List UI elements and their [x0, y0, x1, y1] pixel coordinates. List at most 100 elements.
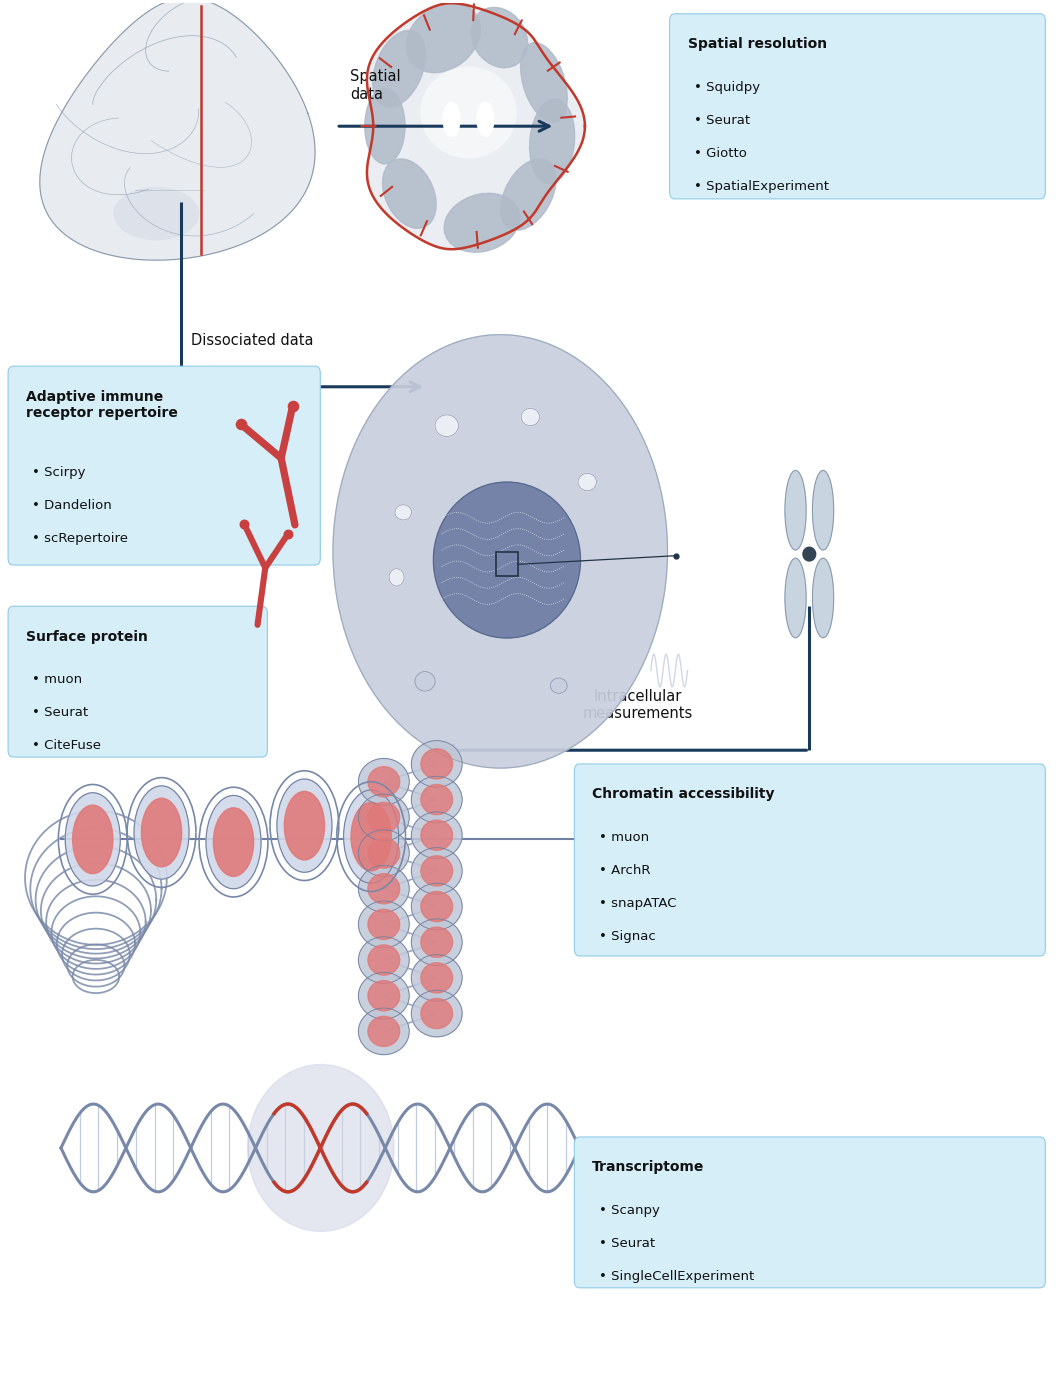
Ellipse shape	[344, 790, 399, 883]
Polygon shape	[367, 3, 585, 249]
Ellipse shape	[412, 954, 462, 1001]
Ellipse shape	[412, 848, 462, 894]
Ellipse shape	[521, 409, 539, 425]
Ellipse shape	[433, 482, 581, 638]
Ellipse shape	[813, 558, 834, 638]
Text: • Scirpy: • Scirpy	[32, 467, 86, 479]
Ellipse shape	[365, 88, 405, 164]
Ellipse shape	[471, 7, 528, 67]
Ellipse shape	[421, 749, 452, 779]
Text: • Seurat: • Seurat	[694, 114, 750, 127]
Ellipse shape	[359, 972, 410, 1019]
Ellipse shape	[72, 806, 113, 873]
FancyBboxPatch shape	[9, 606, 267, 757]
Ellipse shape	[412, 741, 462, 788]
Ellipse shape	[368, 945, 400, 975]
Text: Intracellular
measurements: Intracellular measurements	[583, 688, 693, 722]
Text: • Squidpy: • Squidpy	[694, 81, 760, 94]
Ellipse shape	[443, 102, 460, 136]
FancyBboxPatch shape	[669, 14, 1045, 198]
Ellipse shape	[412, 777, 462, 823]
Text: Dissociated data: Dissociated data	[192, 333, 314, 348]
Ellipse shape	[359, 936, 410, 983]
Ellipse shape	[372, 30, 426, 107]
Ellipse shape	[421, 821, 452, 851]
Text: • muon: • muon	[599, 832, 649, 844]
Text: • Dandelion: • Dandelion	[32, 500, 112, 512]
Ellipse shape	[412, 990, 462, 1037]
Text: • Seurat: • Seurat	[599, 1237, 654, 1250]
Text: • muon: • muon	[32, 673, 83, 686]
Ellipse shape	[412, 812, 462, 858]
Ellipse shape	[359, 865, 410, 912]
Ellipse shape	[368, 909, 400, 939]
Ellipse shape	[383, 158, 436, 229]
Ellipse shape	[520, 43, 567, 123]
Ellipse shape	[421, 927, 452, 957]
Ellipse shape	[359, 795, 410, 841]
Ellipse shape	[550, 677, 567, 693]
Text: • SpatialExperiment: • SpatialExperiment	[694, 179, 829, 193]
Text: Spatial resolution: Spatial resolution	[687, 37, 827, 51]
Ellipse shape	[412, 918, 462, 965]
Text: Surface protein: Surface protein	[26, 629, 148, 643]
Ellipse shape	[444, 193, 519, 252]
Ellipse shape	[421, 891, 452, 921]
Ellipse shape	[406, 3, 480, 73]
Ellipse shape	[785, 471, 807, 549]
FancyBboxPatch shape	[9, 366, 320, 565]
Text: Spatial
data: Spatial data	[350, 69, 400, 102]
Ellipse shape	[395, 505, 412, 521]
Ellipse shape	[368, 839, 400, 868]
Ellipse shape	[368, 803, 400, 833]
Ellipse shape	[351, 803, 392, 870]
Ellipse shape	[530, 99, 575, 183]
Ellipse shape	[284, 792, 325, 859]
Ellipse shape	[813, 471, 834, 549]
Text: • scRepertoire: • scRepertoire	[32, 532, 129, 545]
Ellipse shape	[389, 569, 404, 587]
Ellipse shape	[421, 963, 452, 993]
Ellipse shape	[359, 901, 410, 947]
Ellipse shape	[412, 883, 462, 929]
Ellipse shape	[477, 102, 494, 136]
Bar	[496, 552, 518, 577]
Text: • snapATAC: • snapATAC	[599, 896, 677, 910]
Ellipse shape	[803, 547, 816, 560]
Text: Adaptive immune
receptor repertoire: Adaptive immune receptor repertoire	[26, 390, 178, 420]
Text: • CiteFuse: • CiteFuse	[32, 739, 101, 752]
Ellipse shape	[421, 998, 452, 1029]
Ellipse shape	[435, 414, 459, 437]
Ellipse shape	[421, 67, 516, 158]
Ellipse shape	[359, 1008, 410, 1055]
Ellipse shape	[368, 980, 400, 1011]
Text: • Giotto: • Giotto	[694, 147, 747, 160]
Text: • Seurat: • Seurat	[32, 706, 88, 719]
Ellipse shape	[65, 793, 120, 885]
Ellipse shape	[134, 786, 189, 879]
Ellipse shape	[359, 759, 410, 806]
Polygon shape	[39, 0, 315, 260]
Text: • SingleCellExperiment: • SingleCellExperiment	[599, 1270, 754, 1283]
Ellipse shape	[578, 474, 597, 490]
Ellipse shape	[142, 799, 182, 866]
Ellipse shape	[359, 830, 410, 876]
Text: Transcriptome: Transcriptome	[593, 1161, 704, 1175]
Text: Chromatin accessibility: Chromatin accessibility	[593, 788, 775, 801]
Text: • Scanpy: • Scanpy	[599, 1203, 660, 1217]
Circle shape	[333, 335, 667, 768]
Ellipse shape	[206, 796, 261, 888]
Ellipse shape	[277, 779, 332, 872]
Ellipse shape	[114, 187, 199, 240]
Ellipse shape	[248, 1064, 394, 1231]
Ellipse shape	[368, 767, 400, 797]
Ellipse shape	[415, 672, 435, 691]
Ellipse shape	[368, 1016, 400, 1047]
Text: • Signac: • Signac	[599, 929, 655, 943]
Ellipse shape	[421, 785, 452, 815]
Ellipse shape	[501, 158, 556, 230]
Ellipse shape	[785, 558, 807, 638]
Ellipse shape	[214, 808, 253, 876]
FancyBboxPatch shape	[575, 764, 1045, 956]
Ellipse shape	[421, 856, 452, 885]
